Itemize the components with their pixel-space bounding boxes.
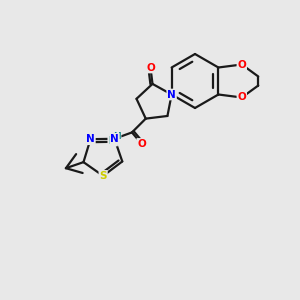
Text: O: O <box>237 92 246 103</box>
Text: O: O <box>137 139 146 149</box>
Text: O: O <box>146 62 155 73</box>
Text: N: N <box>108 136 117 146</box>
Text: N: N <box>110 134 119 144</box>
Text: N: N <box>167 89 176 100</box>
Text: O: O <box>237 59 246 70</box>
Text: N: N <box>86 134 95 144</box>
Text: S: S <box>99 171 107 181</box>
Text: H: H <box>113 132 121 141</box>
